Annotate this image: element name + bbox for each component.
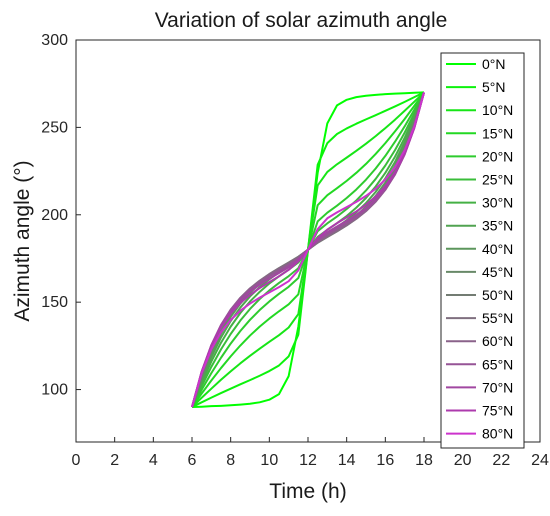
- x-tick-label: 24: [531, 452, 549, 469]
- legend-label: 50°N: [482, 287, 513, 303]
- x-tick-label: 4: [149, 452, 158, 469]
- x-tick-label: 2: [110, 452, 119, 469]
- legend-label: 70°N: [482, 379, 513, 395]
- legend-label: 55°N: [482, 310, 513, 326]
- legend-label: 80°N: [482, 426, 513, 442]
- x-tick-label: 10: [260, 452, 278, 469]
- legend-label: 45°N: [482, 264, 513, 280]
- legend-label: 15°N: [482, 125, 513, 141]
- x-tick-label: 14: [338, 452, 356, 469]
- legend-label: 10°N: [482, 102, 513, 118]
- legend-label: 20°N: [482, 148, 513, 164]
- legend-label: 40°N: [482, 241, 513, 257]
- y-tick-label: 300: [41, 32, 68, 49]
- x-tick-label: 0: [72, 452, 81, 469]
- legend-label: 75°N: [482, 403, 513, 419]
- legend-label: 0°N: [482, 56, 506, 72]
- y-tick-label: 150: [41, 294, 68, 311]
- legend-label: 25°N: [482, 172, 513, 188]
- x-tick-label: 12: [299, 452, 317, 469]
- legend-label: 60°N: [482, 333, 513, 349]
- series-layer: [191, 91, 425, 409]
- x-tick-label: 8: [226, 452, 235, 469]
- y-tick-label: 250: [41, 119, 68, 136]
- legend-label: 5°N: [482, 79, 506, 95]
- x-axis-ticks: 0 2 4 6 8 10 12 14 16 18 20 22 24: [72, 437, 549, 469]
- x-axis-label: Time (h): [269, 480, 346, 503]
- legend-box: [440, 52, 525, 449]
- legend-label: 65°N: [482, 356, 513, 372]
- x-tick-label: 20: [454, 452, 472, 469]
- x-tick-label: 6: [188, 452, 197, 469]
- legend-label: 30°N: [482, 195, 513, 211]
- x-tick-label: 18: [415, 452, 433, 469]
- x-tick-label: 16: [376, 452, 394, 469]
- x-tick-label: 22: [492, 452, 510, 469]
- y-axis-ticks: 100 150 200 250 300: [41, 32, 81, 399]
- legend: 0°N 5°N 10°N 15°N 20°N 25°N 30°N 35°N 40°N 45°N 50…: [440, 52, 525, 449]
- chart-title: Variation of solar azimuth angle: [155, 9, 448, 32]
- y-tick-label: 200: [41, 207, 68, 224]
- series-line-16: [191, 92, 425, 408]
- y-axis-label: Azimuth angle (°): [11, 160, 34, 321]
- legend-label: 35°N: [482, 218, 513, 234]
- y-tick-label: 100: [41, 382, 68, 399]
